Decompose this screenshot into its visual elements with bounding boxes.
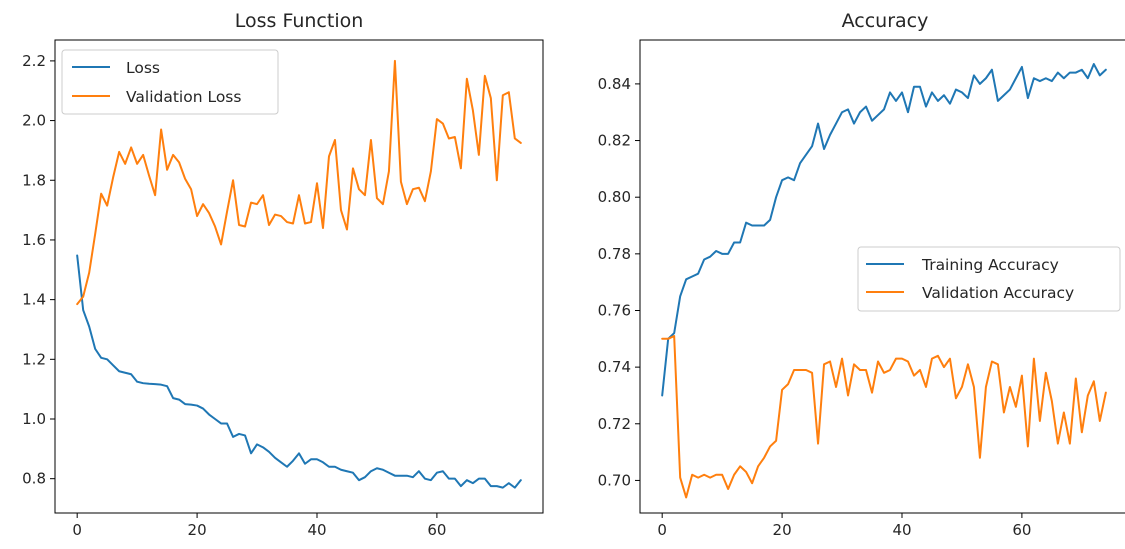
accuracy-x-tick-label: 40 bbox=[892, 521, 911, 539]
loss-x-tick-label: 60 bbox=[427, 521, 446, 539]
accuracy-x-tick-label: 20 bbox=[773, 521, 792, 539]
loss-legend-box bbox=[61, 49, 279, 115]
accuracy-y-tick-label: 0.78 bbox=[598, 245, 631, 263]
validation-loss-legend-label: Validation Loss bbox=[126, 88, 241, 106]
accuracy-chart-title: Accuracy bbox=[842, 10, 929, 32]
validation-accuracy-legend-label: Validation Accuracy bbox=[922, 284, 1074, 302]
loss-legend: Loss Validation Loss bbox=[61, 49, 279, 115]
loss-y-tick-label: 1.6 bbox=[22, 231, 46, 249]
loss-y-tick-label: 2.2 bbox=[22, 52, 46, 70]
loss-y-tick-label: 1.4 bbox=[22, 291, 46, 309]
accuracy-x-tick-label: 0 bbox=[657, 521, 667, 539]
training-accuracy-legend-label: Training Accuracy bbox=[921, 256, 1059, 274]
training-accuracy-line bbox=[661, 63, 1107, 397]
loss-plot-area: 0 20 40 60 0.8 1.0 1.2 1.4 1.6 1.8 2.0 2.2 bbox=[22, 52, 522, 539]
accuracy-y-tick-label: 0.80 bbox=[598, 188, 631, 206]
loss-y-tick-label: 2.0 bbox=[22, 112, 46, 130]
validation-loss-line bbox=[76, 59, 522, 306]
validation-accuracy-line bbox=[661, 334, 1107, 499]
loss-y-tick-label: 0.8 bbox=[22, 470, 46, 488]
accuracy-y-tick-label: 0.72 bbox=[598, 415, 631, 433]
loss-line bbox=[76, 254, 522, 489]
loss-x-tick-label: 20 bbox=[188, 521, 207, 539]
accuracy-legend: Training Accuracy Validation Accuracy bbox=[857, 246, 1121, 312]
loss-chart-title: Loss Function bbox=[235, 10, 364, 32]
accuracy-y-tick-label: 0.74 bbox=[598, 358, 631, 376]
accuracy-plot-area: 0 20 40 60 0.70 0.72 0.74 0.76 0.78 0.80 0.82 0.84 bbox=[598, 63, 1107, 539]
accuracy-chart: Accuracy 0 20 40 60 0.70 0.72 0.74 0.76 0.78 0.80… bbox=[598, 10, 1125, 539]
loss-y-tick-label: 1.2 bbox=[22, 350, 46, 368]
accuracy-y-tick-label: 0.82 bbox=[598, 132, 631, 150]
accuracy-y-tick-label: 0.76 bbox=[598, 301, 631, 319]
loss-chart-frame bbox=[54, 39, 544, 514]
accuracy-y-tick-label: 0.70 bbox=[598, 471, 631, 489]
loss-x-tick-label: 0 bbox=[72, 521, 82, 539]
accuracy-x-tick-label: 60 bbox=[1012, 521, 1031, 539]
loss-x-tick-label: 40 bbox=[307, 521, 326, 539]
loss-y-tick-label: 1.8 bbox=[22, 171, 46, 189]
loss-y-tick-label: 1.0 bbox=[22, 410, 46, 428]
accuracy-legend-box bbox=[857, 246, 1121, 312]
accuracy-y-tick-label: 0.84 bbox=[598, 75, 631, 93]
loss-legend-label: Loss bbox=[126, 59, 160, 77]
accuracy-chart-frame bbox=[639, 39, 1125, 514]
loss-chart: Loss Function 0 20 40 60 0.8 1.0 1.2 1.4 1.6 1.8 2… bbox=[22, 10, 544, 539]
